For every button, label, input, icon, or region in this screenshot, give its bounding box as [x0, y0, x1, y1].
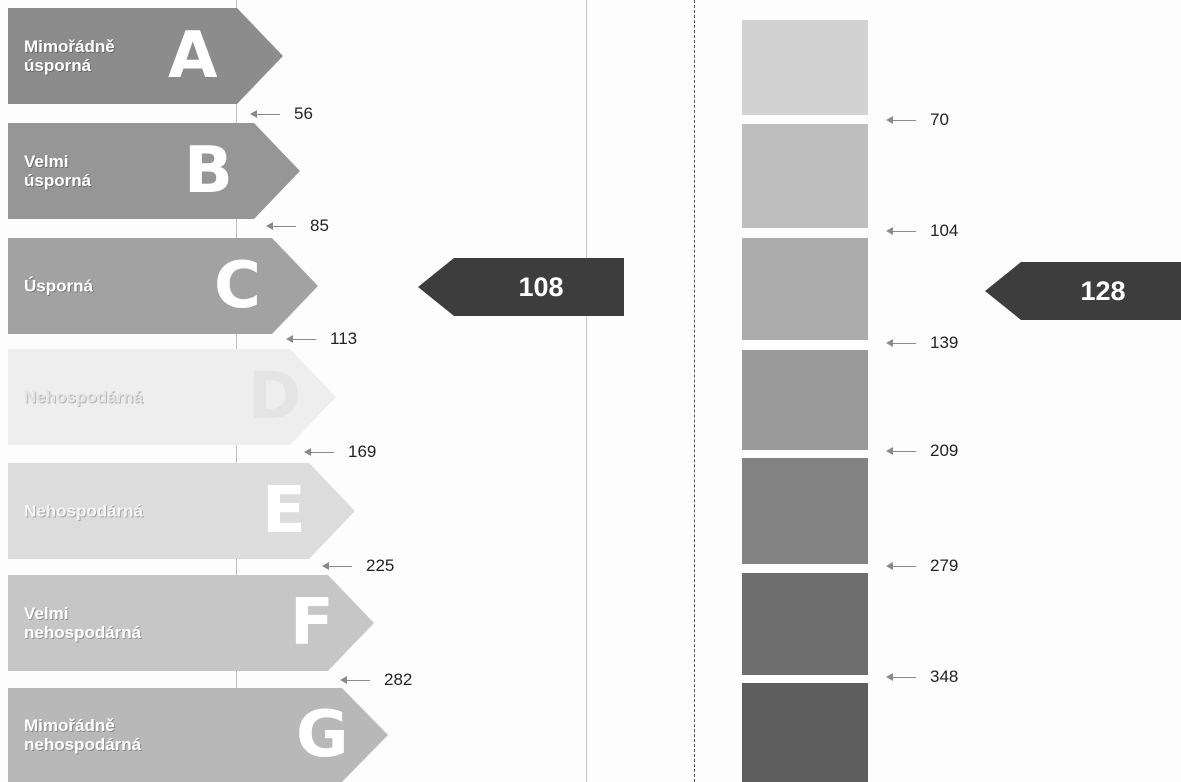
scale-block	[742, 458, 868, 564]
limit-value: 70	[930, 110, 949, 129]
limit-value: 169	[348, 442, 377, 461]
class-band-d: Nehospodárná D	[8, 349, 336, 445]
limit-value: 104	[930, 221, 959, 240]
scale-block	[742, 124, 868, 228]
class-label-c: Úsporná	[24, 276, 93, 296]
scale-block	[742, 238, 868, 340]
class-band-g: Mimořádně nehospodárná G	[8, 688, 388, 782]
limit-value: 139	[930, 333, 959, 352]
class-letter-g: G	[296, 698, 349, 772]
limit-marker: 56	[250, 104, 313, 124]
scale-block	[742, 20, 868, 115]
rating-indicator-left: 108	[418, 258, 624, 316]
arrow-left-icon	[250, 110, 280, 118]
limit-value: 279	[930, 556, 959, 575]
class-band-a: Mimořádně úsporná A	[8, 8, 283, 104]
class-letter-e: E	[262, 474, 306, 548]
arrow-left-icon	[886, 562, 916, 570]
class-label-f: Velmi nehospodárná	[24, 604, 142, 642]
limit-marker: 279	[886, 556, 958, 576]
limit-marker: 282	[340, 670, 412, 690]
limit-marker: 169	[304, 442, 376, 462]
arrow-left-icon	[886, 227, 916, 235]
dashed-divider	[694, 0, 695, 782]
class-letter-d: D	[248, 360, 302, 434]
arrow-left-icon	[304, 448, 334, 456]
limit-marker: 85	[266, 216, 329, 236]
rating-value: 108	[518, 271, 564, 302]
class-letter-f: F	[290, 586, 334, 660]
class-label-b: Velmi úsporná	[24, 152, 92, 190]
scale-block	[742, 350, 868, 450]
class-letter-c: C	[214, 249, 261, 323]
arrow-left-icon	[286, 335, 316, 343]
limit-value: 282	[384, 670, 413, 689]
limit-marker: 348	[886, 667, 958, 687]
rating-value: 128	[1080, 275, 1126, 306]
class-label-a: Mimořádně úsporná	[24, 37, 115, 75]
scale-block	[742, 573, 868, 675]
arrow-left-icon	[886, 116, 916, 124]
class-band-b: Velmi úsporná B	[8, 123, 300, 219]
scale-block	[742, 683, 868, 782]
class-label-g: Mimořádně nehospodárná	[24, 716, 142, 754]
limit-marker: 139	[886, 333, 958, 353]
arrow-left-icon	[266, 222, 296, 230]
limit-value: 225	[366, 556, 395, 575]
class-band-e: Nehospodárná E	[8, 463, 355, 559]
divider-line	[586, 0, 587, 782]
class-band-c: Úsporná C	[8, 238, 318, 334]
class-letter-a: A	[168, 19, 218, 93]
class-letter-b: B	[184, 134, 233, 208]
limit-value: 348	[930, 667, 959, 686]
arrow-left-icon	[886, 339, 916, 347]
limit-marker: 209	[886, 441, 958, 461]
arrow-left-icon	[886, 673, 916, 681]
arrow-left-icon	[322, 562, 352, 570]
limit-value: 209	[930, 441, 959, 460]
rating-indicator-right: 128	[985, 262, 1181, 320]
limit-value: 85	[310, 216, 329, 235]
class-band-f: Velmi nehospodárná F	[8, 575, 374, 671]
limit-marker: 113	[286, 329, 357, 349]
limit-value: 56	[294, 104, 313, 123]
arrow-left-icon	[340, 676, 370, 684]
class-label-d: Nehospodárná	[24, 387, 144, 407]
arrow-left-icon	[886, 447, 916, 455]
limit-marker: 225	[322, 556, 394, 576]
limit-marker: 70	[886, 110, 949, 130]
limit-value: 113	[330, 329, 358, 348]
class-label-e: Nehospodárná	[24, 501, 144, 521]
limit-marker: 104	[886, 221, 958, 241]
